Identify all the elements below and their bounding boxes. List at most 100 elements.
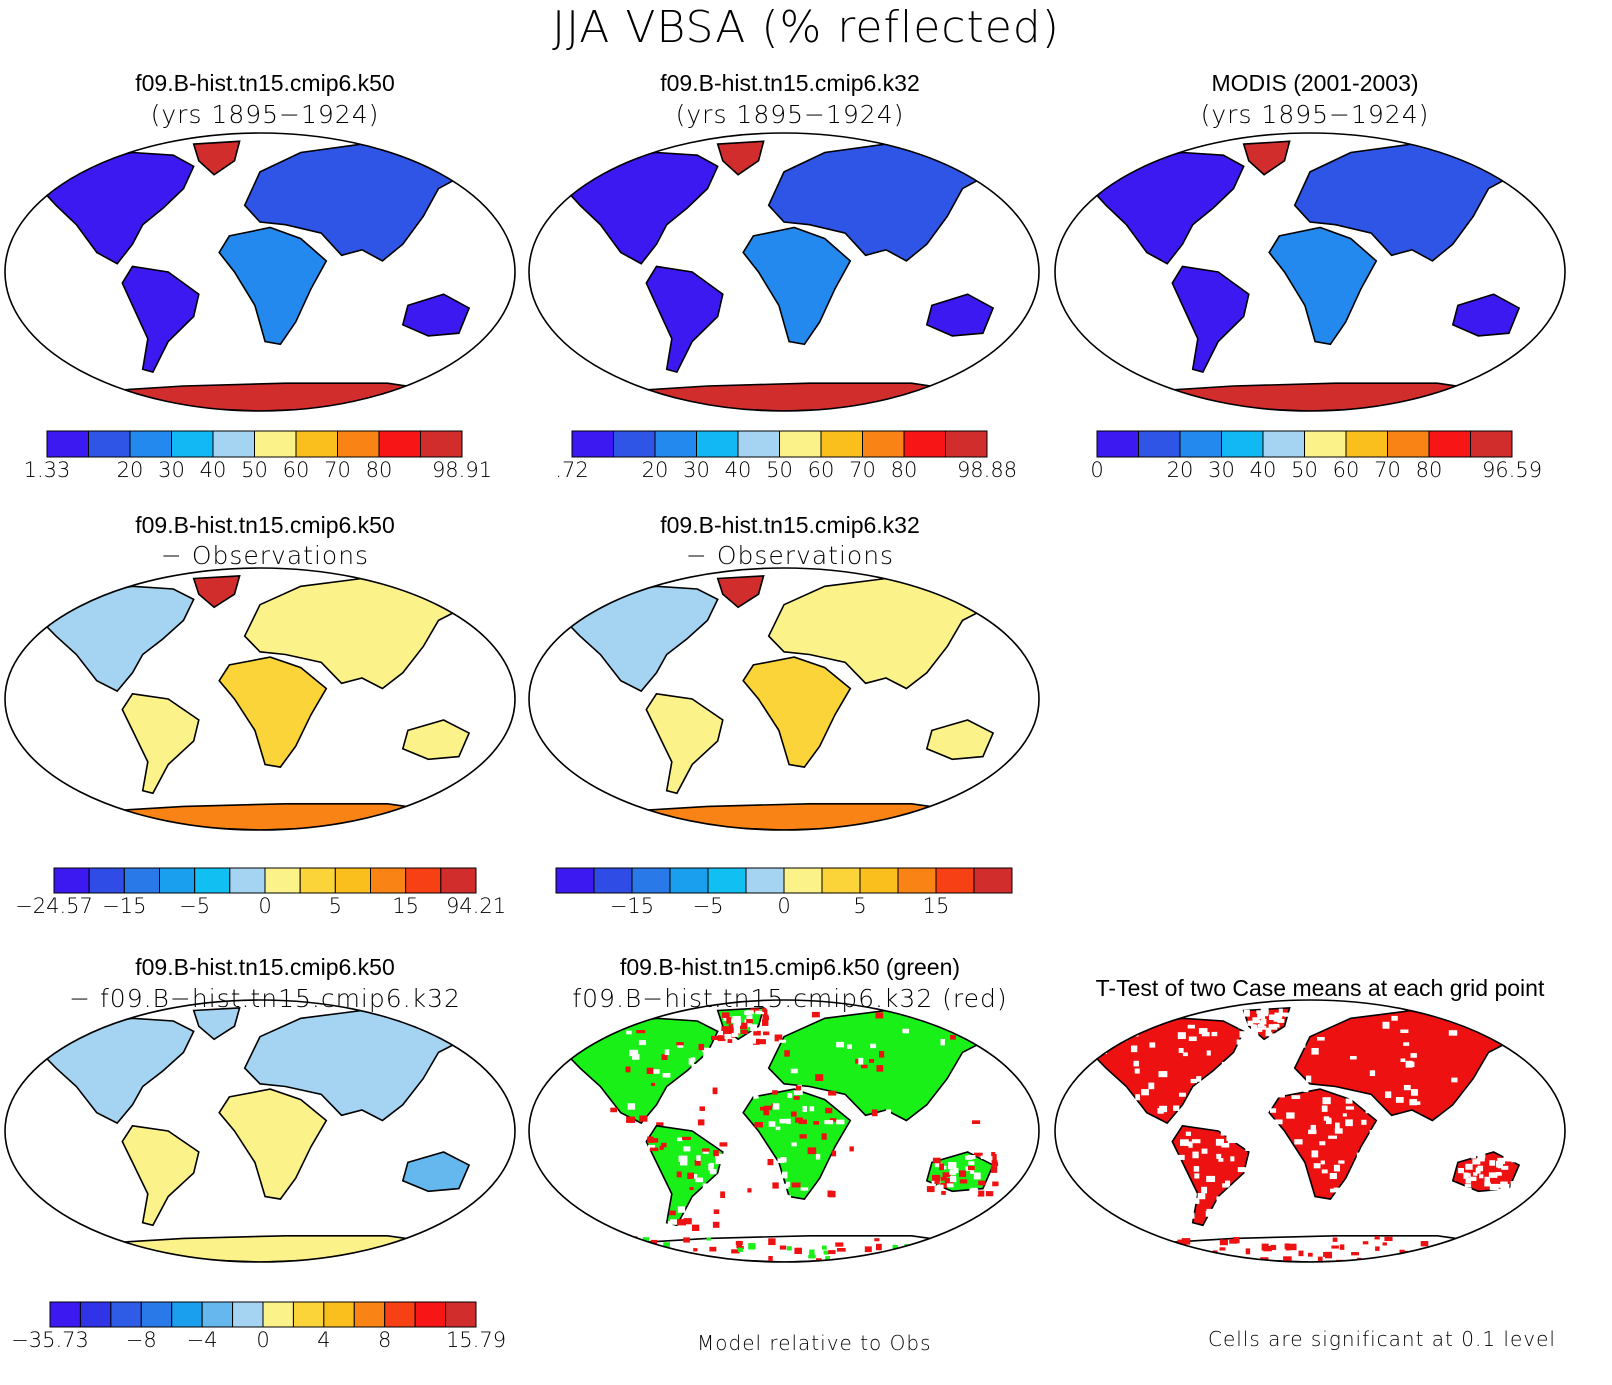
grid-cell-mark xyxy=(1333,1187,1342,1192)
continent-south-america xyxy=(645,265,724,374)
grid-cell-mark xyxy=(913,1244,923,1252)
grid-cell-mark xyxy=(1345,1106,1354,1110)
grid-cell-mark xyxy=(777,1158,784,1163)
grid-cell-mark xyxy=(1306,1075,1312,1083)
grid-cell-mark xyxy=(762,1019,769,1026)
grid-cell-mark xyxy=(756,1185,762,1192)
grid-cell-mark xyxy=(1321,1105,1328,1112)
grid-cell-mark xyxy=(1398,1115,1408,1121)
grid-cell-mark xyxy=(1238,1041,1246,1045)
continent-north-america xyxy=(39,585,195,693)
grid-cell-mark xyxy=(1491,1237,1499,1242)
grid-cell-mark xyxy=(949,1175,957,1183)
grid-cell-mark xyxy=(1182,1052,1188,1057)
colorbar-swatch xyxy=(414,1301,447,1328)
grid-cell-mark xyxy=(1320,1160,1325,1165)
grid-cell-mark xyxy=(1197,1193,1206,1200)
grid-cell-mark xyxy=(1265,1027,1272,1034)
grid-cell-mark xyxy=(1206,1117,1213,1124)
grid-cell-mark xyxy=(1176,1175,1183,1183)
grid-cell-mark xyxy=(1225,1180,1231,1187)
grid-cell-mark xyxy=(1484,1182,1491,1187)
colorbar-swatch xyxy=(378,430,421,458)
grid-cell-mark xyxy=(786,1246,792,1251)
grid-cell-mark xyxy=(1514,1058,1522,1065)
continent-australia xyxy=(925,719,995,761)
grid-cell-mark xyxy=(669,1210,676,1216)
colorbar-tick-label: 70 xyxy=(324,458,351,482)
grid-cell-mark xyxy=(712,1259,721,1262)
grid-cell-mark xyxy=(703,1052,710,1059)
grid-cell-mark xyxy=(660,1118,669,1122)
grid-cell-mark xyxy=(753,1095,759,1099)
continent-greenland xyxy=(192,140,241,176)
colorbar-tick-label: 70 xyxy=(849,458,876,482)
grid-cell-mark xyxy=(940,1182,948,1189)
grid-cell-mark xyxy=(876,1243,882,1251)
grid-cell-mark xyxy=(1452,1260,1459,1262)
grid-cell-mark xyxy=(1190,1078,1198,1084)
grid-cell-mark xyxy=(1501,1165,1509,1170)
colorbar-swatch xyxy=(696,430,739,458)
grid-cell-mark xyxy=(1227,1138,1236,1144)
grid-cell-mark xyxy=(677,1079,683,1086)
colorbar-swatch xyxy=(370,867,407,894)
grid-cell-mark xyxy=(696,1155,701,1161)
grid-cell-mark xyxy=(607,1118,612,1125)
grid-cell-mark xyxy=(1497,1163,1503,1169)
grid-cell-mark xyxy=(622,1241,628,1245)
grid-cell-mark xyxy=(649,1147,659,1152)
colorbar-swatch xyxy=(555,867,595,894)
grid-cell-mark xyxy=(691,1064,698,1068)
grid-cell-mark xyxy=(1298,1250,1304,1257)
grid-cell-mark xyxy=(992,1154,997,1161)
grid-cell-mark xyxy=(861,1064,868,1069)
grid-cell-mark xyxy=(1194,1197,1200,1204)
grid-cell-mark xyxy=(1375,1246,1380,1251)
map-border xyxy=(528,999,1040,1263)
grid-cell-mark xyxy=(760,1106,768,1111)
grid-cell-mark xyxy=(885,1109,891,1116)
grid-cell-mark xyxy=(1270,1244,1277,1250)
grid-cell-mark xyxy=(1173,1105,1180,1111)
grid-cell-mark xyxy=(727,1027,734,1032)
grid-cell-mark xyxy=(719,1154,729,1161)
grid-cell-mark xyxy=(1495,1184,1502,1188)
continent-eurasia xyxy=(243,143,481,262)
colorbar-swatch xyxy=(593,867,633,894)
grid-cell-mark xyxy=(763,1035,771,1039)
grid-cell-mark xyxy=(646,1205,655,1212)
grid-cell-mark xyxy=(767,1159,774,1166)
colorbar-tick-label: 80 xyxy=(1415,458,1443,482)
colorbar-swatch xyxy=(110,1301,142,1328)
grid-cell-mark xyxy=(1206,1175,1216,1182)
grid-cell-mark xyxy=(782,1171,788,1179)
grid-cell-mark xyxy=(822,1245,827,1250)
grid-cell-mark xyxy=(702,1148,710,1152)
grid-cell-mark xyxy=(953,1167,959,1174)
continent-africa xyxy=(218,226,328,346)
grid-cell-mark xyxy=(648,1144,655,1150)
grid-cell-mark xyxy=(625,1066,631,1073)
grid-cell-mark xyxy=(1465,1163,1473,1170)
grid-cell-mark xyxy=(744,1010,752,1016)
colorbar-tick-label: 5 xyxy=(328,894,343,918)
grid-cell-mark xyxy=(1503,1158,1512,1162)
grid-cell-mark xyxy=(1472,1159,1481,1165)
grid-cell-mark xyxy=(1193,1166,1200,1172)
grid-cell-mark xyxy=(709,1169,716,1174)
colorbar-tick-label: 30 xyxy=(158,458,185,482)
world-map-k32-obs xyxy=(528,567,1040,831)
grid-cell-mark xyxy=(683,1218,692,1225)
grid-cell-mark xyxy=(1303,1089,1309,1093)
colorbar-tick-label: 40 xyxy=(199,458,227,482)
grid-cell-mark xyxy=(934,1177,940,1184)
grid-cell-mark xyxy=(1283,1256,1292,1261)
grid-cell-mark xyxy=(1218,1158,1224,1162)
grid-cell-mark xyxy=(646,1067,654,1075)
grid-cell-mark xyxy=(746,1015,753,1020)
colorbar-tick-label: 15 xyxy=(922,894,950,918)
grid-cell-mark xyxy=(719,1142,728,1147)
grid-cell-mark xyxy=(696,1196,704,1204)
grid-cell-mark xyxy=(731,1033,739,1037)
